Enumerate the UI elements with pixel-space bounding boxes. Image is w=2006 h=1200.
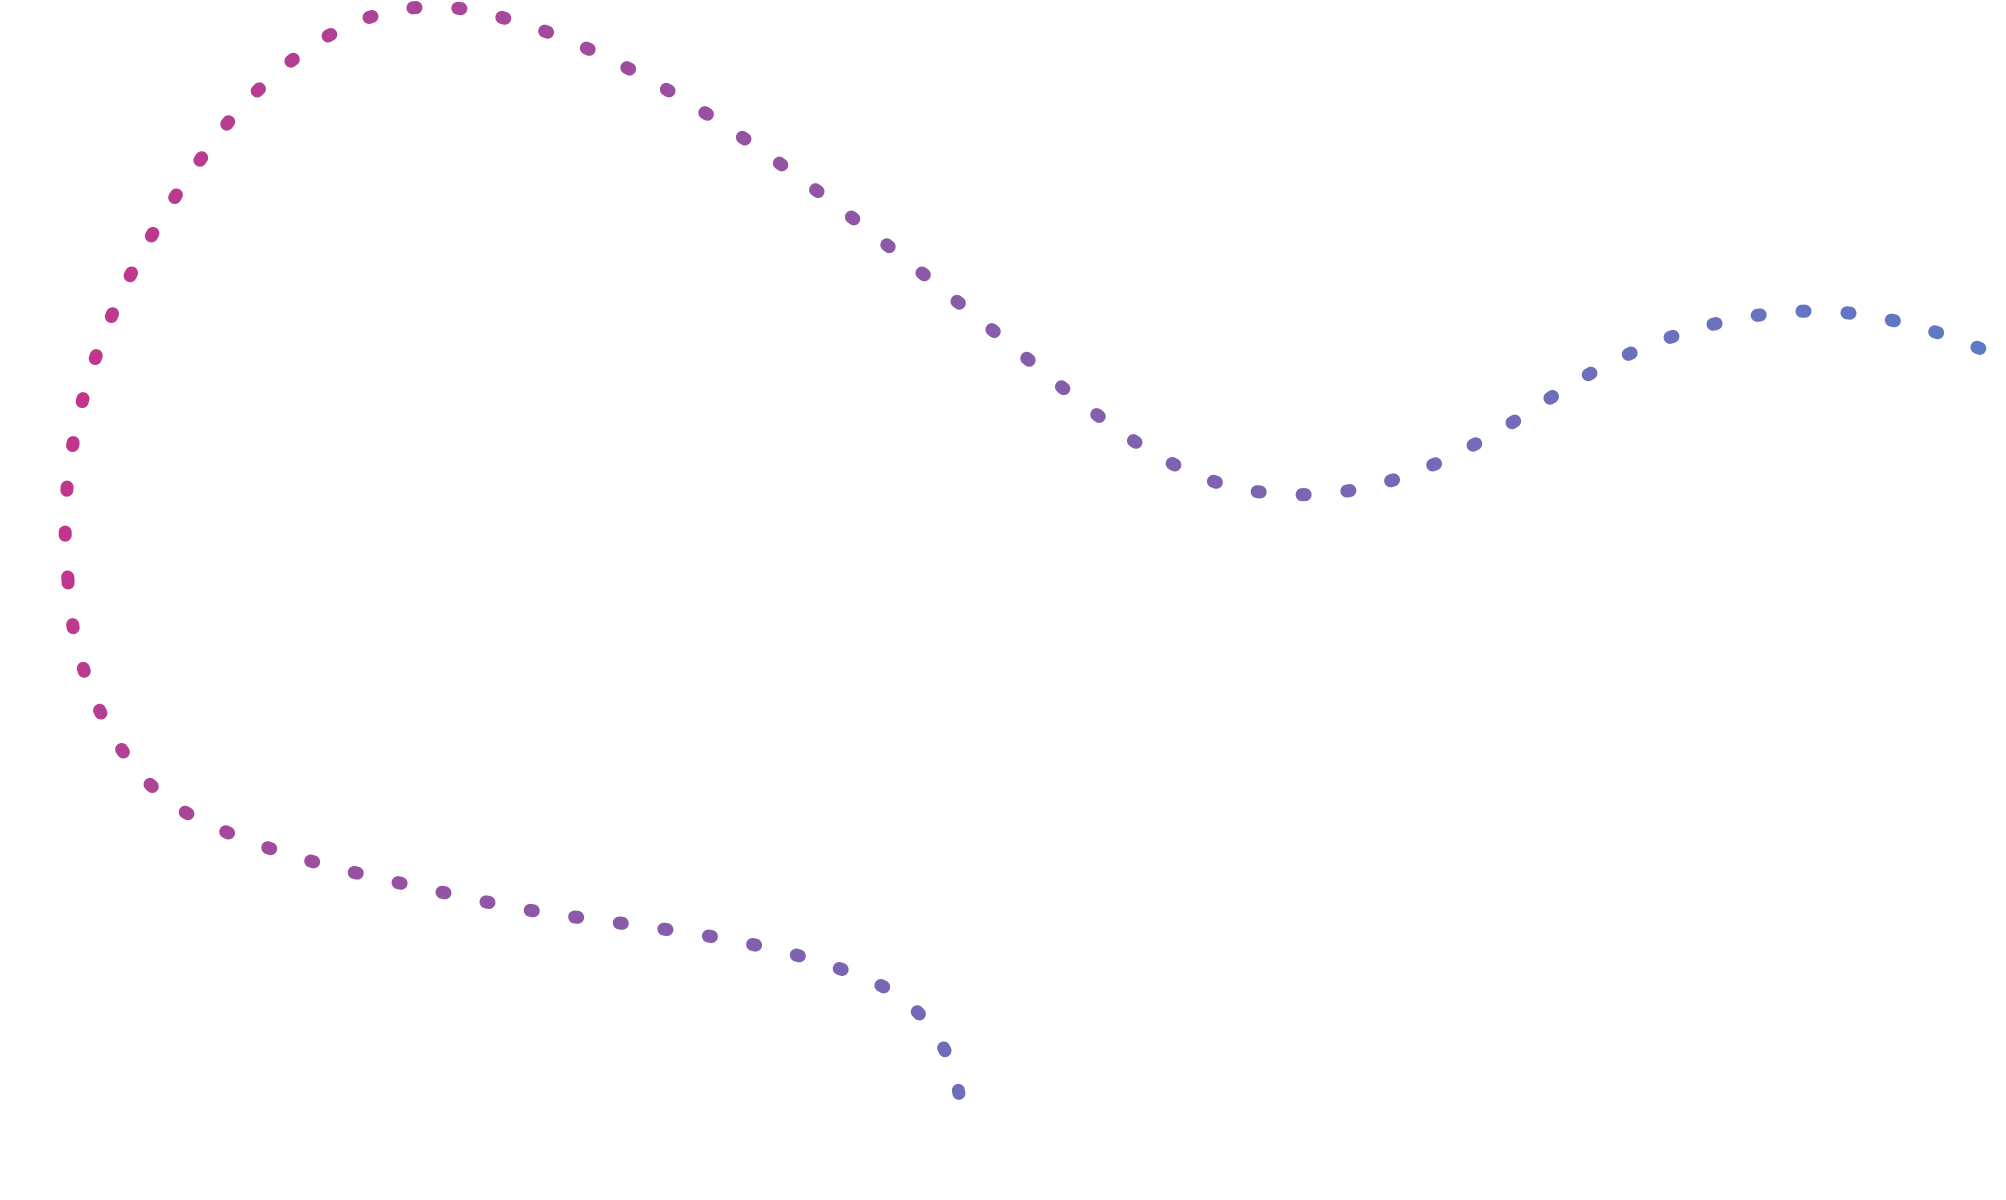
upper-dotted-curve (58, 0, 2002, 587)
lower-dotted-curve (61, 573, 969, 1129)
